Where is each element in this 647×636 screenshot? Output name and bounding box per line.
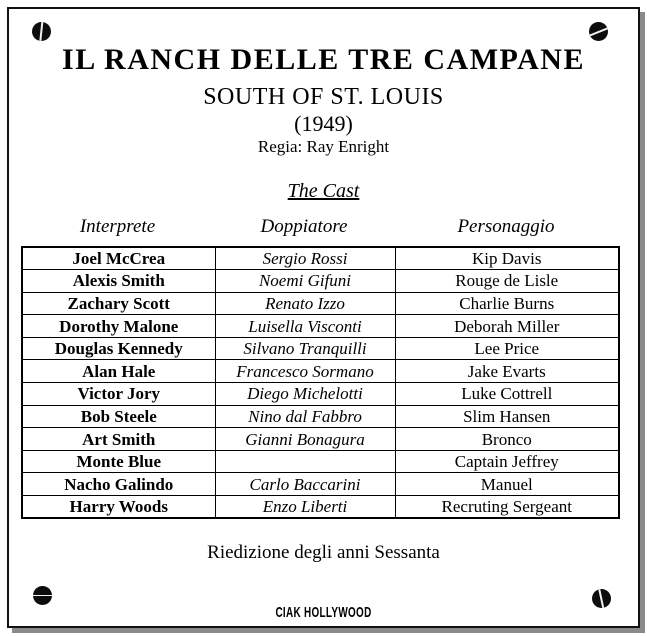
table-row: Victor Jory Diego Michelotti Luke Cottre… xyxy=(21,382,620,406)
column-header-doppiatore: Doppiatore xyxy=(260,216,348,237)
table-row: Nacho Galindo Carlo Baccarini Manuel xyxy=(21,472,620,497)
cell-interprete: Alan Hale xyxy=(21,359,216,384)
table-row: Alexis Smith Noemi Gifuni Rouge de Lisle xyxy=(21,269,620,293)
cell-personaggio: Lee Price xyxy=(394,336,620,361)
cell-doppiatore: Francesco Sormano xyxy=(214,359,396,384)
cell-interprete: Alexis Smith xyxy=(21,269,216,293)
cell-personaggio: Recruting Sergeant xyxy=(394,495,620,519)
cell-interprete: Joel McCrea xyxy=(21,246,216,271)
cell-interprete: Harry Woods xyxy=(21,495,216,519)
cell-personaggio: Bronco xyxy=(394,427,620,451)
table-column-headers: Interprete Doppiatore Personaggio xyxy=(21,215,618,239)
film-year: (1949) xyxy=(294,111,353,136)
cell-personaggio: Jake Evarts xyxy=(394,359,620,384)
studio-logo: CIAK HOLLYWOOD xyxy=(275,604,372,621)
table-row: Dorothy Malone Luisella Visconti Deborah… xyxy=(21,314,620,338)
cell-personaggio: Luke Cottrell xyxy=(394,382,620,406)
cell-doppiatore: Renato Izzo xyxy=(214,291,396,316)
cell-doppiatore xyxy=(214,449,396,474)
screw-icon xyxy=(33,586,52,605)
credits-plaque: IL RANCH DELLE TRE CAMPANE SOUTH OF ST. … xyxy=(7,7,640,628)
cell-interprete: Art Smith xyxy=(21,427,216,451)
cast-table: Joel McCrea Sergio Rossi Kip Davis Alexi… xyxy=(21,246,620,520)
table-row: Zachary Scott Renato Izzo Charlie Burns xyxy=(21,291,620,316)
cell-interprete: Zachary Scott xyxy=(21,291,216,316)
table-row: Douglas Kennedy Silvano Tranquilli Lee P… xyxy=(21,336,620,361)
page-title: IL RANCH DELLE TRE CAMPANE xyxy=(62,43,585,76)
table-row: Art Smith Gianni Bonagura Bronco xyxy=(21,427,620,451)
table-row: Monte Blue Captain Jeffrey xyxy=(21,449,620,474)
cell-doppiatore: Nino dal Fabbro xyxy=(214,404,396,429)
cell-doppiatore: Gianni Bonagura xyxy=(214,427,396,451)
cell-doppiatore: Luisella Visconti xyxy=(214,314,396,338)
cast-table-body: Joel McCrea Sergio Rossi Kip Davis Alexi… xyxy=(21,246,620,519)
director-credit: Regia: Ray Enright xyxy=(257,137,390,156)
screw-icon xyxy=(592,589,611,608)
cell-doppiatore: Carlo Baccarini xyxy=(214,472,396,497)
table-row: Alan Hale Francesco Sormano Jake Evarts xyxy=(21,359,620,384)
cell-personaggio: Charlie Burns xyxy=(394,291,620,316)
table-row: Joel McCrea Sergio Rossi Kip Davis xyxy=(21,246,620,271)
cast-heading-label: The Cast xyxy=(287,180,360,202)
cell-personaggio: Captain Jeffrey xyxy=(394,449,620,474)
cell-doppiatore: Sergio Rossi xyxy=(214,246,396,271)
cell-doppiatore: Silvano Tranquilli xyxy=(214,336,396,361)
screw-icon xyxy=(589,22,608,41)
cell-doppiatore: Diego Michelotti xyxy=(214,382,396,406)
cell-interprete: Dorothy Malone xyxy=(21,314,216,338)
cell-interprete: Bob Steele xyxy=(21,404,216,429)
cast-heading: The Cast xyxy=(9,179,638,203)
cell-personaggio: Rouge de Lisle xyxy=(394,269,620,293)
table-row: Harry Woods Enzo Liberti Recruting Serge… xyxy=(21,495,620,519)
screw-icon xyxy=(32,22,51,41)
cell-interprete: Nacho Galindo xyxy=(21,472,216,497)
original-title: SOUTH OF ST. LOUIS xyxy=(203,84,444,110)
cell-interprete: Monte Blue xyxy=(21,449,216,474)
cell-doppiatore: Noemi Gifuni xyxy=(214,269,396,293)
cell-personaggio: Kip Davis xyxy=(394,246,620,271)
table-row: Bob Steele Nino dal Fabbro Slim Hansen xyxy=(21,404,620,429)
cell-personaggio: Manuel xyxy=(394,472,620,497)
cell-personaggio: Slim Hansen xyxy=(394,404,620,429)
cell-interprete: Victor Jory xyxy=(21,382,216,406)
cell-personaggio: Deborah Miller xyxy=(394,314,620,338)
reissue-note: Riedizione degli anni Sessanta xyxy=(207,542,440,563)
cell-doppiatore: Enzo Liberti xyxy=(214,495,396,519)
column-header-interprete: Interprete xyxy=(79,216,156,237)
cell-interprete: Douglas Kennedy xyxy=(21,336,216,361)
column-header-personaggio: Personaggio xyxy=(457,216,555,237)
